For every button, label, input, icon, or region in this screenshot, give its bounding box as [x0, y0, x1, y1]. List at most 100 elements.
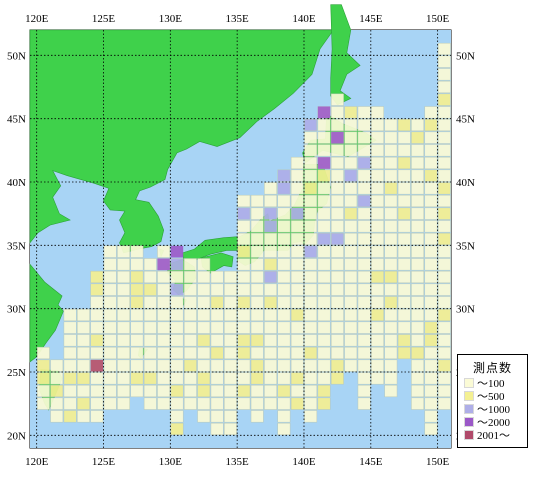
count-cell: [371, 346, 384, 360]
lon-label-top: 130E: [159, 13, 183, 25]
count-cell: [304, 169, 318, 182]
count-cell: [157, 359, 171, 372]
count-cell: [157, 296, 171, 309]
count-cell: [411, 245, 425, 258]
count-cell: [210, 270, 224, 284]
count-cell: [317, 220, 331, 233]
count-cell: [36, 372, 50, 385]
count-cell: [277, 346, 291, 360]
count-cell: [77, 334, 90, 347]
count-cell: [170, 359, 184, 372]
count-cell: [304, 182, 318, 195]
count-cell: [344, 283, 358, 296]
count-cell: [250, 207, 264, 220]
count-cell: [437, 232, 451, 246]
count-cell: [304, 283, 318, 296]
count-cell-high: [317, 106, 331, 119]
count-cell: [357, 258, 371, 271]
count-cell: [143, 258, 157, 271]
count-cell: [330, 270, 344, 284]
count-cell: [264, 397, 278, 410]
count-cell: [250, 346, 264, 360]
lat-label-left: 50N: [7, 50, 26, 62]
count-cell: [371, 182, 384, 195]
count-cell: [224, 422, 237, 436]
count-cell: [77, 397, 90, 410]
count-cell: [371, 169, 384, 182]
count-cell: [117, 283, 130, 296]
lat-label-left: 35N: [7, 240, 26, 252]
count-cell: [103, 397, 117, 410]
count-cell: [411, 232, 425, 246]
count-cell: [411, 182, 425, 195]
count-cell: [344, 359, 358, 372]
count-cell: [143, 384, 157, 398]
count-cell: [277, 384, 291, 398]
count-cell: [371, 144, 384, 157]
lat-label-right: 40N: [456, 177, 475, 189]
count-cell: [143, 397, 157, 410]
lat-label-left: 45N: [7, 114, 26, 126]
count-cell: [437, 372, 451, 385]
count-cell: [437, 194, 451, 208]
count-cell: [77, 308, 90, 322]
count-cell: [264, 384, 278, 398]
count-cell: [317, 258, 331, 271]
count-cell: [224, 384, 237, 398]
count-cell: [371, 359, 384, 372]
count-cell: [117, 321, 130, 334]
count-cell: [424, 422, 438, 436]
count-cell: [424, 144, 438, 157]
count-cell: [330, 207, 344, 220]
lon-label-bottom: 135E: [226, 456, 250, 468]
lon-label-bottom: 130E: [159, 456, 183, 468]
count-cell: [437, 144, 451, 157]
count-cell: [330, 245, 344, 258]
count-cell: [424, 296, 438, 309]
legend-item: ～2000: [464, 415, 527, 429]
count-cell: [344, 308, 358, 322]
count-cell: [277, 334, 291, 347]
count-cell-high: [331, 131, 344, 144]
count-cell: [277, 207, 291, 220]
legend-swatch: [464, 403, 474, 414]
count-cell: [63, 397, 77, 410]
count-cell: [344, 118, 358, 132]
count-cell: [237, 334, 251, 347]
lon-label-top: 120E: [25, 13, 49, 25]
count-cell: [330, 220, 344, 233]
count-cell: [344, 321, 358, 334]
count-cell: [183, 258, 197, 271]
legend-item: ～100: [464, 376, 527, 390]
count-cell: [304, 207, 318, 220]
count-cell: [250, 359, 264, 372]
count-cell: [371, 308, 384, 322]
count-cell: [424, 346, 438, 360]
count-cell: [117, 384, 130, 398]
count-cell: [130, 258, 144, 271]
count-cell: [103, 245, 117, 258]
count-cell: [170, 296, 184, 309]
count-cell: [183, 372, 197, 385]
count-cell: [357, 220, 371, 233]
count-cell: [424, 397, 438, 410]
count-cell: [371, 118, 384, 132]
count-cell: [277, 422, 291, 436]
count-cell: [357, 207, 371, 220]
lon-label-top: 140E: [292, 13, 316, 25]
count-cell: [424, 359, 438, 372]
count-cell: [384, 194, 398, 208]
count-cell: [170, 422, 184, 436]
count-cell: [103, 308, 117, 322]
count-cell: [224, 372, 237, 385]
count-cell: [330, 118, 344, 132]
count-cell: [130, 372, 144, 385]
count-cell: [397, 346, 411, 360]
count-cell: [117, 359, 130, 372]
count-cell: [317, 283, 331, 296]
count-cell: [237, 270, 251, 284]
count-cell: [411, 308, 425, 322]
count-cell: [330, 283, 344, 296]
count-cell: [237, 308, 251, 322]
count-cell: [183, 384, 197, 398]
